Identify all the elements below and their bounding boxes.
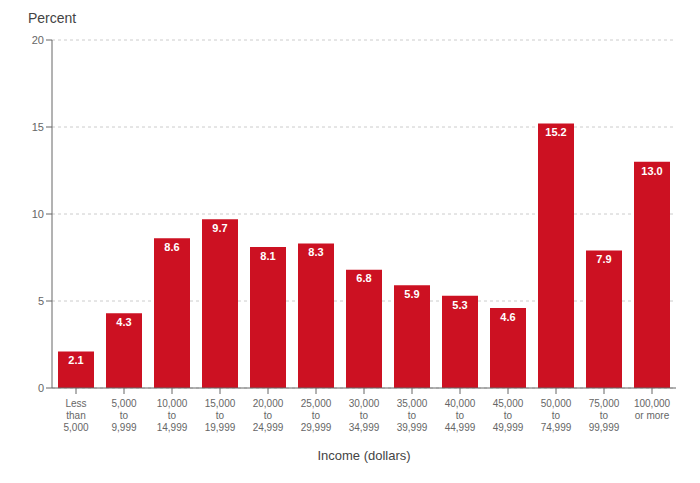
svg-text:4.3: 4.3 [116,316,131,328]
svg-text:20: 20 [32,34,44,46]
svg-text:25,000to29,999: 25,000to29,999 [301,398,332,433]
svg-text:10: 10 [32,208,44,220]
svg-text:8.3: 8.3 [308,246,323,258]
svg-text:Lessthan5,000: Lessthan5,000 [63,398,88,433]
svg-text:9.7: 9.7 [212,222,227,234]
svg-text:Income (dollars): Income (dollars) [317,448,410,463]
html-text:Percent: Percent [28,10,77,26]
svg-text:4.6: 4.6 [500,311,515,323]
svg-text:15,000to19,999: 15,000to19,999 [205,398,236,433]
svg-text:5.9: 5.9 [404,288,419,300]
svg-text:6.8: 6.8 [356,272,371,284]
svg-text:100,000or more: 100,000or more [634,398,671,421]
svg-text:75,000to99,999: 75,000to99,999 [589,398,620,433]
svg-text:50,000to74,999: 50,000to74,999 [541,398,572,433]
svg-text:13.0: 13.0 [641,165,662,177]
svg-text:0: 0 [38,382,44,394]
svg-text:30,000to34,999: 30,000to34,999 [349,398,380,433]
svg-text:5,000to9,999: 5,000to9,999 [111,398,136,433]
svg-text:15: 15 [32,121,44,133]
svg-text:20,000to24,999: 20,000to24,999 [253,398,284,433]
svg-text:45,000to49,999: 45,000to49,999 [493,398,524,433]
svg-text:8.1: 8.1 [260,250,275,262]
svg-text:7.9: 7.9 [596,253,611,265]
svg-text:2.1: 2.1 [68,354,83,366]
svg-text:15.2: 15.2 [545,126,566,138]
svg-text:5.3: 5.3 [452,299,467,311]
svg-text:5: 5 [38,295,44,307]
svg-text:35,000to39,999: 35,000to39,999 [397,398,428,433]
svg-text:10,000to14,999: 10,000to14,999 [157,398,188,433]
svg-text:40,000to44,999: 40,000to44,999 [445,398,476,433]
svg-text:8.6: 8.6 [164,241,179,253]
